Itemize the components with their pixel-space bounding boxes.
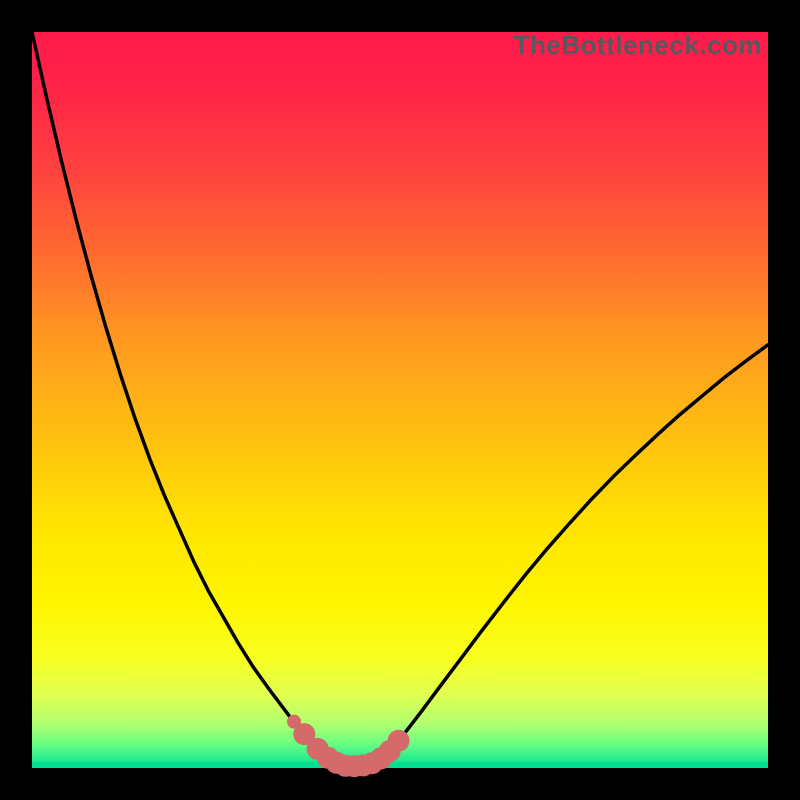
- chart-frame: TheBottleneck.com: [0, 0, 800, 800]
- watermark-text: TheBottleneck.com: [514, 30, 762, 61]
- highlight-dots: [32, 32, 768, 768]
- plot-area: TheBottleneck.com: [32, 32, 768, 768]
